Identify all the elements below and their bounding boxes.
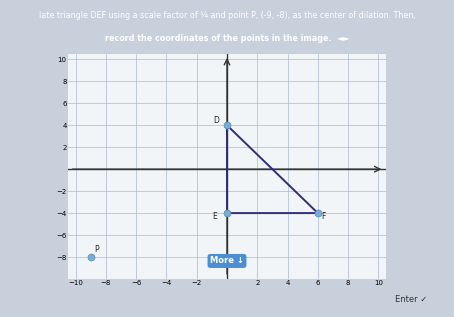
Text: E: E <box>212 211 217 221</box>
Text: F: F <box>321 212 325 221</box>
Text: late triangle DEF using a scale factor of ¼ and point P, (-9, -8), as the center: late triangle DEF using a scale factor o… <box>39 11 415 20</box>
Text: Enter ✓: Enter ✓ <box>395 295 427 304</box>
Text: P: P <box>94 244 99 254</box>
Text: More ↓: More ↓ <box>210 256 244 265</box>
Text: record the coordinates of the points in the image.  ◄►: record the coordinates of the points in … <box>105 34 349 43</box>
Text: D: D <box>213 116 219 125</box>
